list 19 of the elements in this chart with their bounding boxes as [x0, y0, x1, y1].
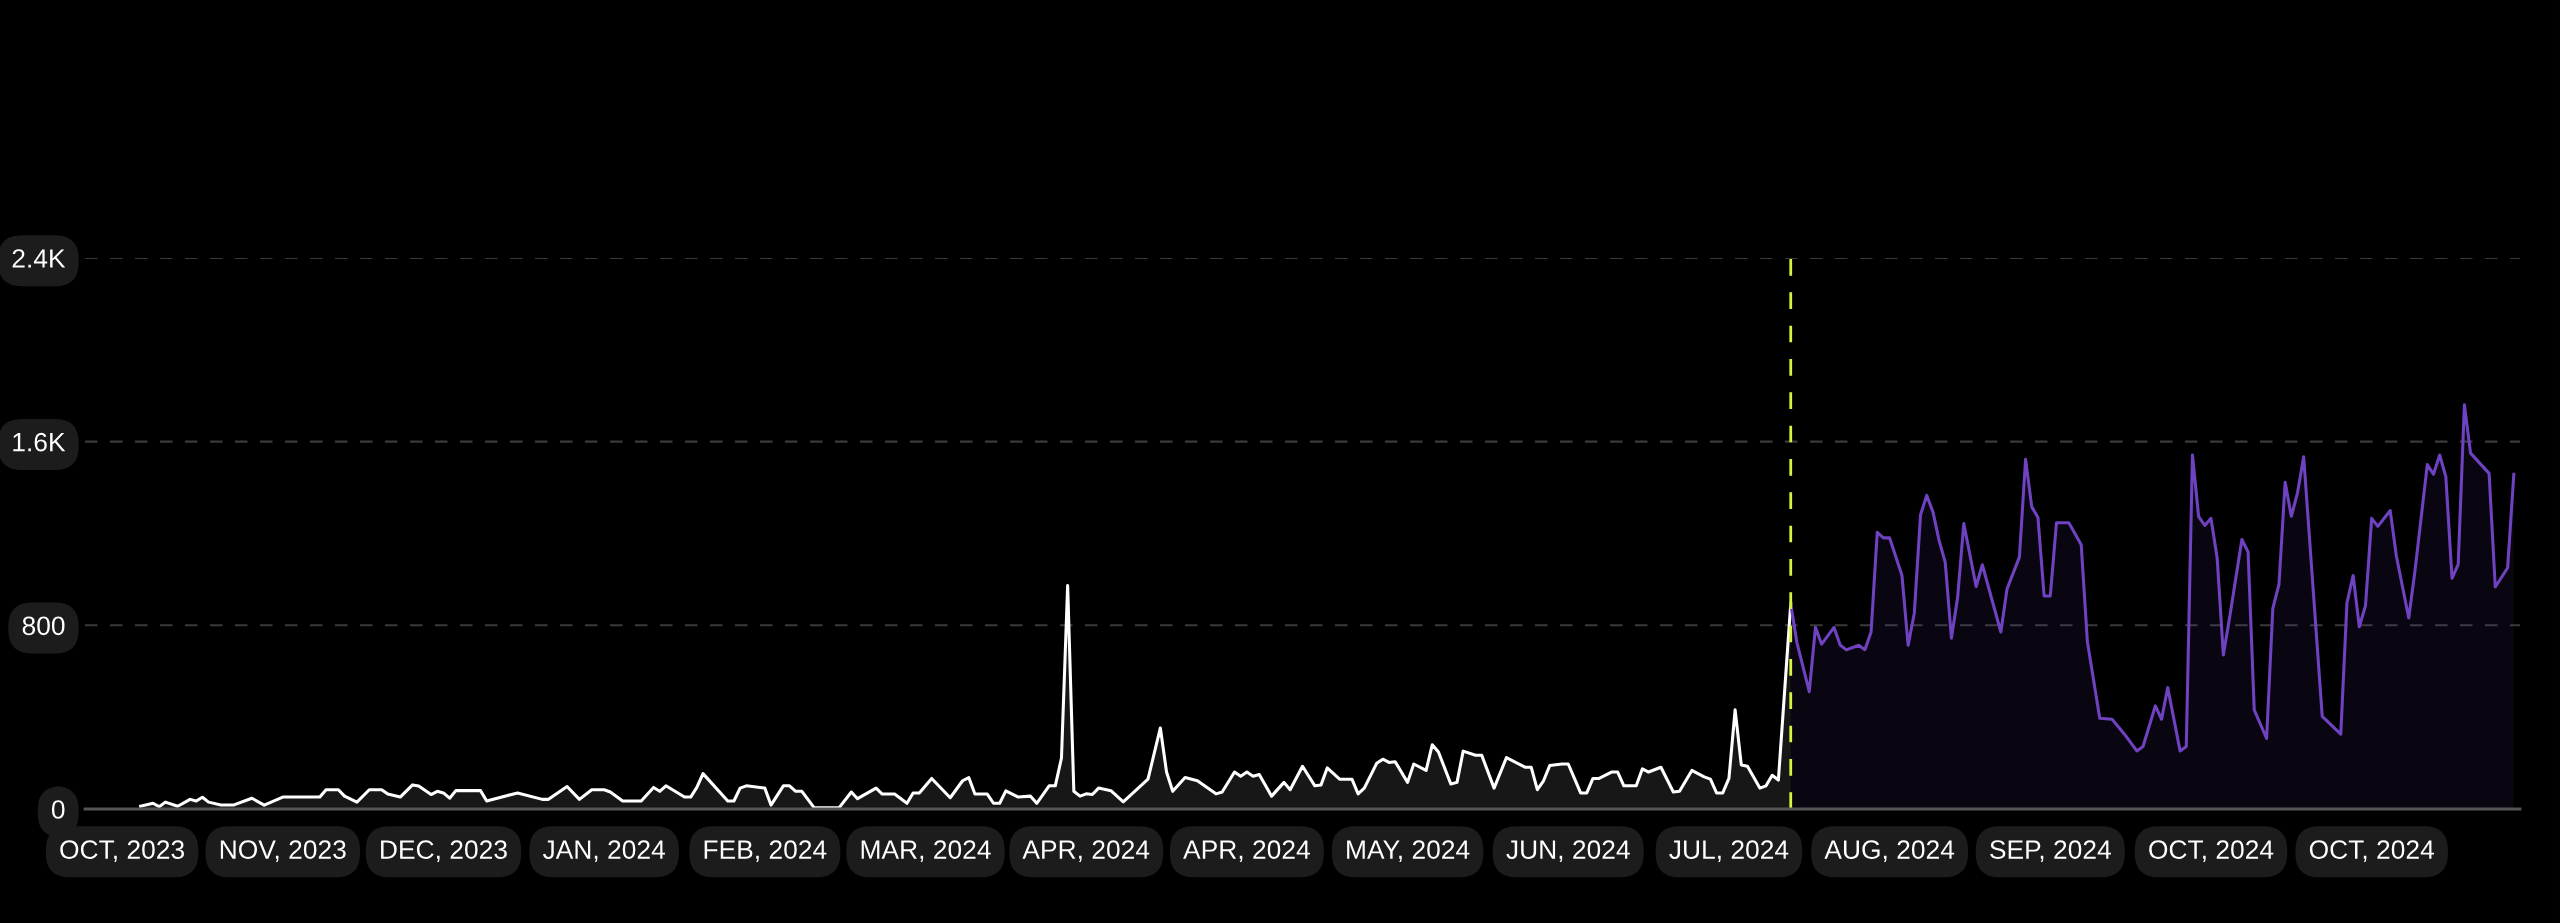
x-tick-label: AUG, 2024	[1824, 840, 1955, 863]
y-tick-label: 2.4K	[12, 249, 66, 268]
x-tick-label: FEB, 2024	[704, 840, 827, 863]
x-tick-label: JAN, 2024	[542, 840, 665, 863]
x-tick-label: APR, 2024	[1022, 840, 1150, 863]
x-tick-label: JUN, 2024	[1506, 840, 1630, 863]
x-tick-label: OCT, 2024	[2309, 840, 2434, 863]
x-tick-label: JUL, 2024	[1669, 840, 1789, 863]
x-tick-label: SEP, 2024	[1990, 840, 2111, 863]
x-tick-label: NOV, 2023	[220, 840, 346, 863]
x-tick-label: OCT, 2023	[60, 840, 184, 863]
x-tick-label: OCT, 2024	[2149, 840, 2274, 863]
y-tick-label: 800	[22, 616, 65, 636]
y-tick-label: 1.6K	[13, 432, 66, 452]
x-tick-label: MAR, 2024	[861, 840, 991, 863]
x-tick-label: APR, 2024	[1183, 840, 1310, 863]
x-tick-label: MAY, 2024	[1347, 840, 1470, 863]
x-tick-label: DEC, 2023	[381, 840, 507, 863]
y-tick-label: 0	[51, 800, 65, 819]
